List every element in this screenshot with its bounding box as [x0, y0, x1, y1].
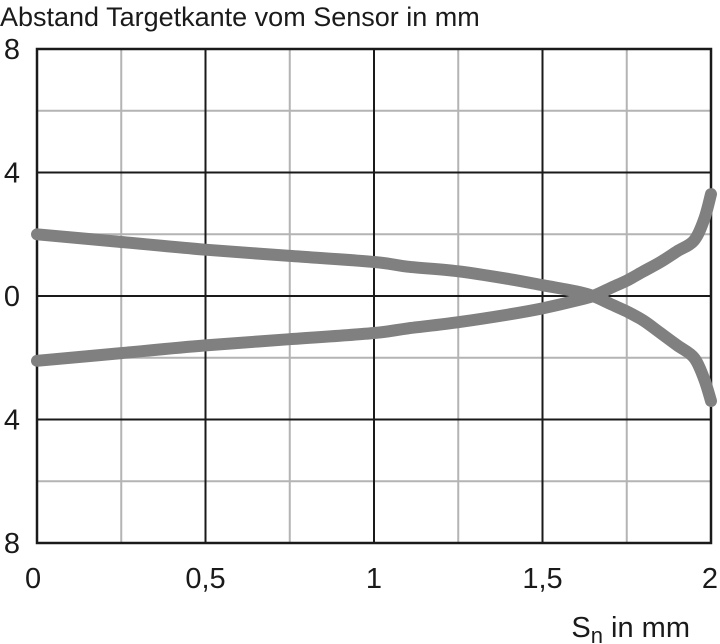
- y-tick-label: 8: [4, 34, 20, 66]
- x-axis-ticks: 0 0,5 1 1,5 2: [25, 563, 718, 595]
- x-label-main: S: [571, 612, 590, 644]
- x-tick-label: 1,5: [522, 563, 562, 595]
- x-tick-label: 0: [25, 563, 41, 595]
- y-tick-label: 4: [4, 405, 20, 437]
- x-axis-label: Sn in mm: [571, 612, 690, 644]
- x-label-suffix: in mm: [603, 612, 690, 644]
- x-tick-label: 0,5: [185, 563, 225, 595]
- grid: [36, 48, 712, 544]
- y-tick-label: 0: [4, 281, 20, 313]
- x-label-sub: n: [591, 623, 603, 644]
- y-tick-label: 8: [4, 528, 20, 560]
- series-line-1: [31, 228, 717, 407]
- y-tick-label: 4: [4, 158, 20, 190]
- y-axis-ticks: 8 4 0 4 8: [4, 34, 20, 560]
- series-line-2: [31, 188, 717, 367]
- x-tick-label: 2: [702, 563, 718, 595]
- x-tick-label: 1: [366, 563, 382, 595]
- chart-title: Abstand Targetkante vom Sensor in mm: [0, 2, 480, 32]
- plot-frame: [35, 47, 713, 545]
- series-group: [31, 188, 717, 407]
